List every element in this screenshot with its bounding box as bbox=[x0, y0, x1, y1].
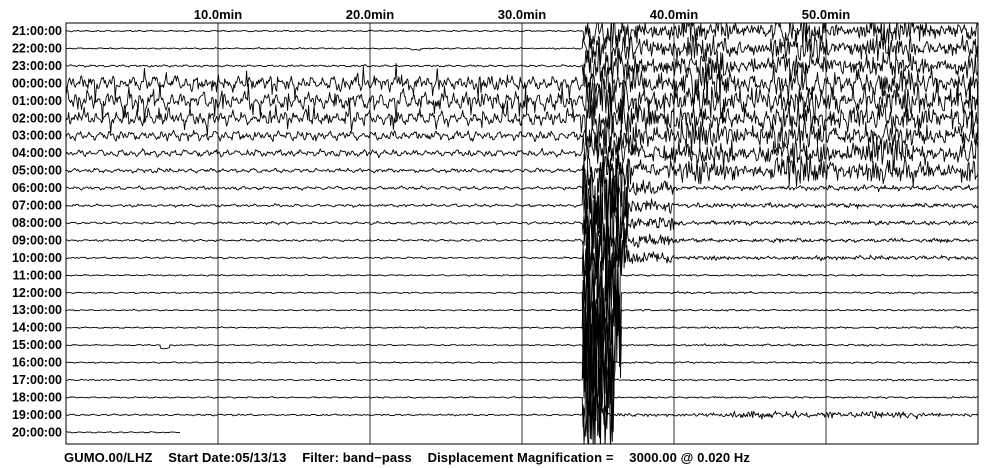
hour-label: 21:00:00 bbox=[12, 24, 62, 38]
hour-label: 01:00:00 bbox=[12, 94, 62, 108]
magnification-value: 3000.00 @ 0.020 Hz bbox=[629, 450, 750, 465]
hour-label: 22:00:00 bbox=[12, 41, 62, 55]
x-tick-label: 40.0min bbox=[650, 7, 698, 22]
trace-000000 bbox=[66, 62, 978, 116]
trace-140000 bbox=[66, 256, 978, 409]
trace-230000 bbox=[66, 42, 978, 85]
hour-label: 11:00:00 bbox=[13, 268, 62, 282]
x-tick-label: 10.0min bbox=[194, 7, 242, 22]
trace-150000 bbox=[66, 260, 978, 433]
trace-160000 bbox=[66, 288, 978, 438]
trace-190000 bbox=[66, 347, 978, 444]
trace-070000 bbox=[66, 152, 978, 250]
hour-label: 10:00:00 bbox=[12, 251, 62, 265]
hour-label: 08:00:00 bbox=[12, 216, 62, 230]
trace-170000 bbox=[66, 306, 978, 444]
trace-130000 bbox=[66, 251, 978, 368]
hour-label: 03:00:00 bbox=[12, 129, 62, 143]
hour-label: 20:00:00 bbox=[12, 425, 62, 439]
x-tick-labels: 10.0min 20.0min 30.0min 40.0min 50.0min bbox=[194, 7, 850, 22]
hour-label: 06:00:00 bbox=[12, 181, 62, 195]
hour-label: 14:00:00 bbox=[12, 321, 62, 335]
hour-label: 23:00:00 bbox=[12, 59, 62, 73]
station-label: GUMO.00/LHZ bbox=[64, 450, 153, 465]
x-tick-label: 20.0min bbox=[346, 7, 394, 22]
hour-label: 05:00:00 bbox=[12, 164, 62, 178]
hour-label: 09:00:00 bbox=[12, 233, 62, 247]
trace-040000 bbox=[66, 129, 978, 175]
trace-090000 bbox=[66, 180, 978, 294]
trace-lines bbox=[66, 23, 978, 444]
hour-label: 18:00:00 bbox=[12, 390, 62, 404]
trace-220000 bbox=[66, 30, 978, 75]
trace-210000 bbox=[66, 23, 978, 51]
chart-footer: GUMO.00/LHZ Start Date:05/13/13 Filter: … bbox=[64, 450, 762, 465]
hour-label: 12:00:00 bbox=[12, 286, 62, 300]
magnification-label: Displacement Magnification = bbox=[427, 450, 614, 465]
trace-030000 bbox=[66, 114, 978, 157]
hour-label: 07:00:00 bbox=[12, 199, 62, 213]
hour-label: 19:00:00 bbox=[12, 408, 62, 422]
hour-label: 00:00:00 bbox=[12, 76, 62, 90]
chart-grid bbox=[65, 22, 979, 445]
start-date-label: Start Date:05/13/13 bbox=[168, 450, 287, 465]
trace-180000 bbox=[66, 323, 978, 440]
hour-label: 15:00:00 bbox=[12, 338, 62, 352]
hour-label: 04:00:00 bbox=[12, 146, 62, 160]
trace-010000 bbox=[66, 76, 978, 133]
trace-060000 bbox=[66, 153, 978, 230]
trace-100000 bbox=[66, 216, 978, 295]
hour-label: 02:00:00 bbox=[12, 111, 62, 125]
trace-120000 bbox=[66, 227, 978, 350]
trace-110000 bbox=[66, 221, 978, 333]
trace-080000 bbox=[66, 178, 978, 270]
hour-labels: 21:00:00 22:00:00 23:00:00 00:00:00 01:00:00… bbox=[12, 24, 62, 439]
x-tick-label: 30.0min bbox=[498, 7, 546, 22]
trace-020000 bbox=[66, 95, 978, 146]
hour-label: 13:00:00 bbox=[12, 303, 62, 317]
filter-label: Filter: band−pass bbox=[302, 450, 412, 465]
x-tick-label: 50.0min bbox=[802, 7, 850, 22]
hour-label: 16:00:00 bbox=[12, 356, 62, 370]
trace-200000 bbox=[66, 431, 181, 434]
trace-050000 bbox=[66, 153, 978, 194]
hour-label: 17:00:00 bbox=[12, 373, 62, 387]
